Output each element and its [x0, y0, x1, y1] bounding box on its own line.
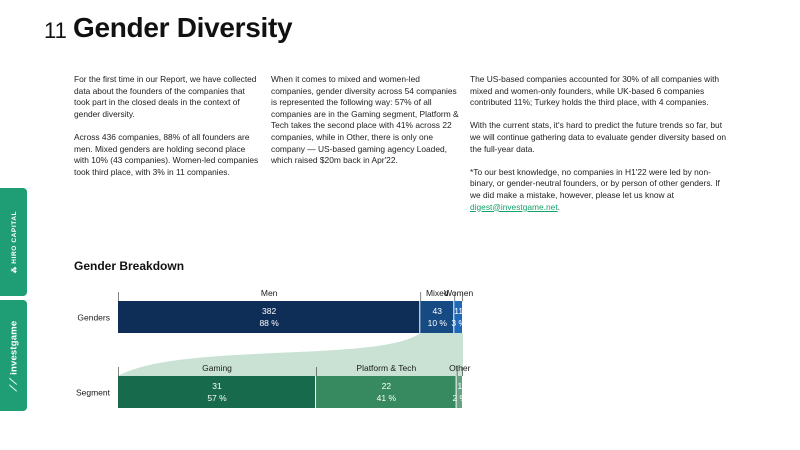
- segment-percent-label: 88 %: [259, 318, 279, 328]
- segment-value-label: 11: [454, 306, 463, 316]
- segment-name-label: Platform & Tech: [356, 363, 416, 373]
- bar-segment: [420, 301, 454, 333]
- chart-title: Gender Breakdown: [74, 259, 185, 273]
- segment-name-label: Men: [261, 288, 278, 298]
- page-number: 11: [44, 18, 67, 43]
- segment-value-label: 43: [433, 306, 443, 316]
- row-label: Genders: [77, 313, 110, 323]
- segment-percent-label: 57 %: [207, 393, 227, 403]
- connector-band: [118, 333, 463, 376]
- email-link[interactable]: digest@investgame.net: [470, 201, 558, 212]
- paragraph: For the first time in our Report, we hav…: [74, 74, 257, 119]
- paragraph: With the current stats, it's hard to pre…: [470, 120, 727, 154]
- segment-name-label: Gaming: [202, 363, 232, 373]
- bar-segment: [118, 376, 316, 408]
- footnote-text: *To our best knowledge, no companies in …: [470, 166, 720, 200]
- segment-percent-label: 3 %: [451, 318, 466, 328]
- segment-percent-label: 10 %: [428, 318, 448, 328]
- segment-percent-label: 41 %: [377, 393, 397, 403]
- text-column-1: For the first time in our Report, we hav…: [74, 74, 260, 190]
- bar-segment: [316, 376, 456, 408]
- text-column-2: When it comes to mixed and women-led com…: [271, 74, 459, 178]
- row-label: Segment: [76, 388, 111, 398]
- text-column-3: The US-based companies accounted for 30%…: [470, 74, 730, 225]
- bar-segment: [456, 376, 462, 408]
- segment-percent-label: 2 %: [452, 393, 467, 403]
- paragraph: Across 436 companies, 88% of all founder…: [74, 131, 259, 177]
- bar-segment: [118, 301, 420, 333]
- footnote-end: .: [557, 201, 560, 212]
- investgame-tab: ⟋⟋ investgame: [0, 300, 27, 411]
- segment-name-label: Mixed: [426, 288, 449, 298]
- bar-segment: [454, 301, 462, 333]
- footnote: *To our best knowledge, no companies in …: [470, 167, 730, 213]
- segment-name-label: Women: [444, 288, 473, 298]
- segment-value-label: 1: [457, 381, 462, 391]
- segment-value-label: 22: [382, 381, 392, 391]
- page-title: Gender Diversity: [73, 12, 293, 43]
- paragraph: When it comes to mixed and women-led com…: [271, 74, 459, 166]
- segment-value-label: 382: [262, 306, 276, 316]
- segment-name-label: Other: [449, 363, 470, 373]
- segment-value-label: 31: [212, 381, 222, 391]
- hiro-capital-tab: ⁂ HIRO CAPITAL: [0, 188, 27, 296]
- paragraph: The US-based companies accounted for 30%…: [470, 74, 720, 108]
